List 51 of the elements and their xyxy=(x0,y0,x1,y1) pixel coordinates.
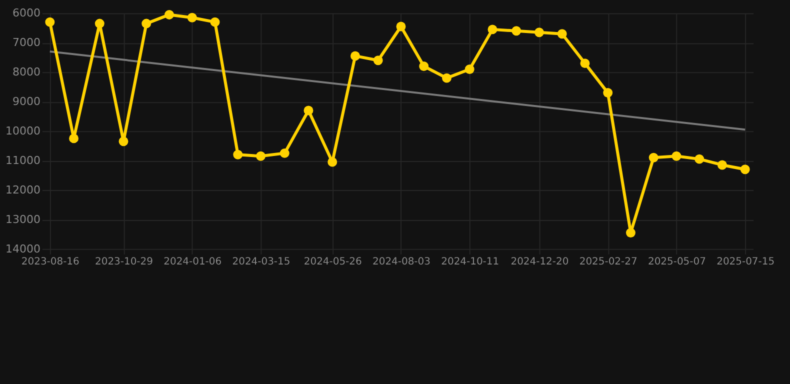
y-tick-label: 14000 xyxy=(6,242,40,256)
point xyxy=(580,58,590,68)
point xyxy=(187,12,197,22)
point xyxy=(233,150,243,160)
point xyxy=(740,164,750,174)
x-tick-label: 2024-08-03 xyxy=(372,256,430,268)
point xyxy=(557,29,567,39)
point xyxy=(419,62,429,71)
x-tick-label: 2024-05-26 xyxy=(304,256,362,268)
point xyxy=(694,154,704,164)
y-tick-label: 8000 xyxy=(12,66,40,79)
point xyxy=(304,106,314,116)
point xyxy=(442,73,452,83)
point xyxy=(45,17,55,27)
y-tick-label: 6000 xyxy=(12,6,40,20)
y-tick-label: 9000 xyxy=(12,95,40,108)
x-tick-label: 2024-12-20 xyxy=(510,256,569,268)
point xyxy=(210,17,220,27)
x-tick-label: 2025-07-15 xyxy=(716,256,775,268)
point xyxy=(164,10,174,20)
point xyxy=(256,151,266,161)
point xyxy=(69,134,79,144)
point xyxy=(464,64,474,74)
point xyxy=(648,152,658,162)
y-tick-label: 11000 xyxy=(6,154,40,168)
point xyxy=(534,28,544,38)
x-tick-label: 2025-02-27 xyxy=(579,256,638,268)
point xyxy=(603,88,613,98)
x-tick-label: 2024-03-15 xyxy=(232,256,290,268)
point xyxy=(512,26,522,36)
y-tick-label: 12000 xyxy=(6,184,40,197)
point xyxy=(488,24,498,34)
point xyxy=(350,51,360,61)
point xyxy=(94,18,104,28)
x-tick-label: 2024-01-06 xyxy=(164,256,222,268)
point xyxy=(328,157,338,167)
y-tick-label: 7000 xyxy=(12,36,40,50)
point xyxy=(672,151,682,161)
point xyxy=(396,22,406,32)
point xyxy=(373,56,383,66)
point xyxy=(626,228,636,238)
y-tick-label: 13000 xyxy=(6,212,40,226)
y-tick-label: 10000 xyxy=(6,124,40,138)
x-tick-label: 2024-10-11 xyxy=(441,256,500,268)
x-tick-label: 2023-10-29 xyxy=(95,256,153,268)
point xyxy=(280,148,290,158)
point xyxy=(118,136,128,146)
x-tick-label: 2025-05-07 xyxy=(648,256,706,268)
x-tick-label: 2023-08-16 xyxy=(21,256,80,268)
point xyxy=(717,160,727,170)
point xyxy=(142,18,152,28)
